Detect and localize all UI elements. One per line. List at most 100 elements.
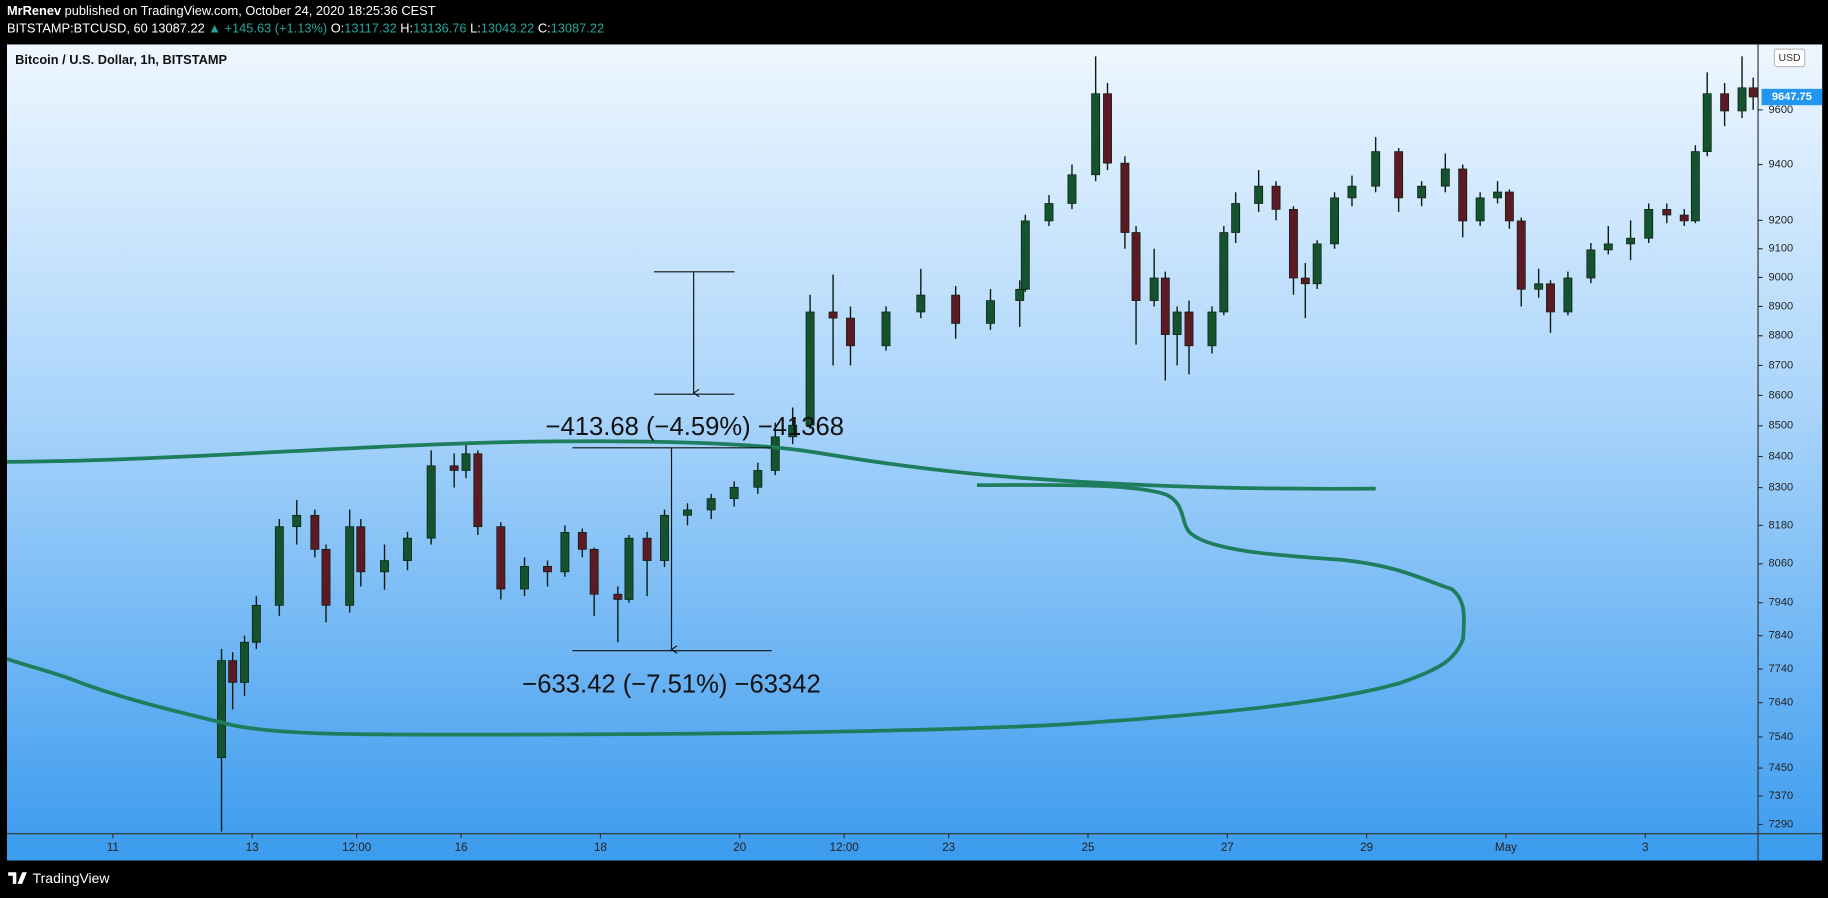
candle-body xyxy=(321,548,331,606)
candle-body xyxy=(1219,232,1229,313)
candle-body xyxy=(1394,151,1404,199)
change: ▲ +145.63 (+1.13%) xyxy=(208,21,327,36)
x-tick-label: 25 xyxy=(1082,841,1095,854)
candle-body xyxy=(1312,243,1322,285)
y-tick-label: 7940 xyxy=(1769,597,1794,609)
y-tick-label: 8500 xyxy=(1769,420,1794,432)
candle-body xyxy=(356,526,366,573)
candle-body xyxy=(1702,93,1712,152)
header-quote: BITSTAMP:BTCUSD, 60 13087.22 ▲ +145.63 (… xyxy=(7,21,604,36)
candle-body xyxy=(1644,209,1654,239)
candle-body xyxy=(1679,214,1689,222)
logo-icon xyxy=(8,872,27,884)
candle-body xyxy=(1662,209,1672,216)
ohlc-label: L: xyxy=(470,21,481,36)
last-price-box xyxy=(1761,88,1823,106)
x-tick-label: May xyxy=(1495,841,1517,854)
candle-body xyxy=(1720,93,1730,112)
candle-body xyxy=(916,294,926,313)
candle-body xyxy=(1475,197,1485,222)
candle-body xyxy=(788,424,798,438)
currency-box xyxy=(1773,48,1806,68)
candle-body xyxy=(292,514,302,528)
candle-body xyxy=(1160,277,1170,335)
candle-body xyxy=(1131,232,1141,301)
ohlc-value: 13136.76 xyxy=(413,21,466,36)
candle-body xyxy=(1015,288,1025,301)
candle-body xyxy=(1207,311,1217,347)
y-tick-label: 8180 xyxy=(1769,519,1794,531)
candle-body xyxy=(1748,87,1758,98)
candle-body xyxy=(1120,162,1130,233)
chart-title: Bitcoin / U.S. Dollar, 1h, BITSTAMP xyxy=(15,52,227,67)
candle-body xyxy=(881,311,891,347)
y-tick-label: 7450 xyxy=(1769,762,1794,774)
candle-body xyxy=(1020,220,1030,290)
candle-body xyxy=(1330,197,1339,245)
ohlc-value: 13087.22 xyxy=(551,21,604,36)
candle-body xyxy=(1586,249,1596,279)
candle-body xyxy=(1546,283,1555,313)
x-tick-label: 18 xyxy=(594,841,607,854)
candle-body xyxy=(1103,93,1112,164)
candle-body xyxy=(770,436,780,471)
x-tick-label: 11 xyxy=(107,841,119,854)
y-tick-label: 9400 xyxy=(1769,158,1794,170)
candle-body xyxy=(1347,185,1357,199)
candle-body xyxy=(1534,283,1544,290)
currency: USD xyxy=(1778,53,1801,64)
y-tick-label: 9100 xyxy=(1769,243,1794,255)
candle-body xyxy=(986,300,995,324)
plot-background xyxy=(6,44,1823,861)
ohlc-value: 13117.32 xyxy=(344,21,397,36)
logo xyxy=(8,872,27,884)
candle-body xyxy=(683,509,692,516)
brand: TradingView xyxy=(33,870,111,886)
candle-body xyxy=(846,317,855,347)
y-tick-label: 8060 xyxy=(1769,558,1794,570)
candle-body xyxy=(706,498,716,511)
candle-body xyxy=(543,566,552,573)
y-tick-label: 9200 xyxy=(1769,214,1794,226)
candle-body xyxy=(560,532,570,573)
candle-body xyxy=(520,566,529,590)
candle-body xyxy=(951,294,961,324)
measure-label: −413.68 (−4.59%) −41368 xyxy=(546,413,844,441)
last: 13087.22 xyxy=(151,21,204,36)
ohlc-label: C: xyxy=(538,21,551,36)
x-tick-label: 29 xyxy=(1360,841,1373,854)
candle-body xyxy=(1737,87,1747,112)
y-tick-label: 8600 xyxy=(1769,389,1794,401)
y-tick-label: 8300 xyxy=(1769,482,1794,494)
symbol: BITSTAMP:BTCUSD, 60 xyxy=(7,21,148,36)
x-tick-label: 20 xyxy=(733,841,746,854)
candle-body xyxy=(1493,191,1502,199)
candle-body xyxy=(345,526,355,606)
y-tick-label: 7370 xyxy=(1769,790,1794,802)
x-tick-label: 23 xyxy=(942,841,955,854)
candle-body xyxy=(1626,237,1636,245)
candle-body xyxy=(1067,174,1077,204)
candle-body xyxy=(403,537,412,561)
candle-body xyxy=(240,641,249,683)
candle-body xyxy=(1149,277,1159,301)
candle-body xyxy=(1231,203,1241,233)
candle-body xyxy=(1172,311,1182,335)
candle-body xyxy=(1184,311,1194,347)
candle-body xyxy=(613,593,623,600)
candle-body xyxy=(1603,243,1613,251)
y-tick-label: 7640 xyxy=(1769,697,1794,709)
candle-body xyxy=(1458,168,1468,222)
y-tick-label: 9600 xyxy=(1769,104,1794,116)
measure-label: −633.42 (−7.51%) −63342 xyxy=(522,670,821,698)
y-tick-label: 8800 xyxy=(1769,330,1794,342)
x-tick-label: 13 xyxy=(246,841,259,854)
candle-body xyxy=(1690,151,1700,222)
x-tick-label: 12:00 xyxy=(830,841,860,854)
published: published on TradingView.com, October 24… xyxy=(65,3,436,18)
candle-body xyxy=(473,453,483,528)
candle-body xyxy=(660,514,669,561)
y-tick-label: 7290 xyxy=(1769,818,1794,830)
author: MrRenev xyxy=(7,3,62,18)
